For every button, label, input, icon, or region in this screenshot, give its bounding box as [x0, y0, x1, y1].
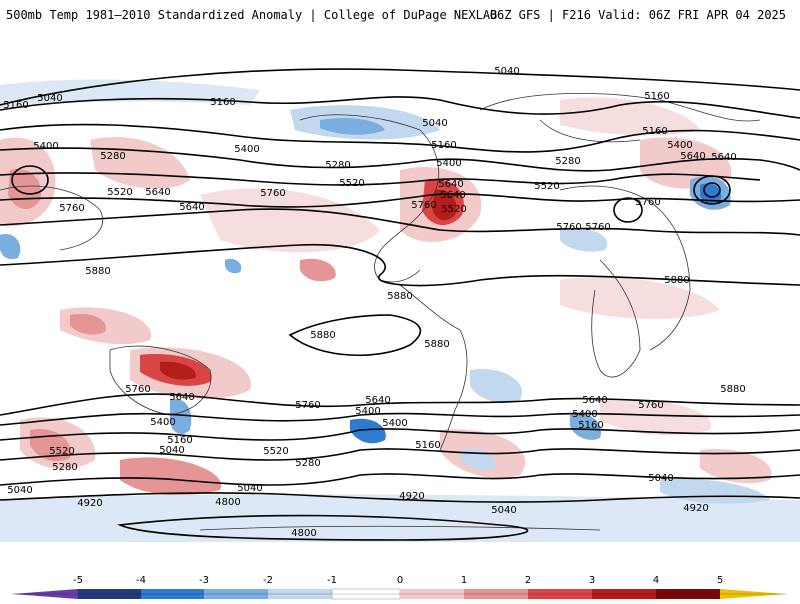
- contour-label: 4920: [683, 503, 708, 514]
- colorbar-tick: -2: [263, 575, 273, 586]
- colorbar-segment: [204, 589, 268, 599]
- contour-label: 5880: [424, 339, 449, 350]
- anomaly-colorbar: [0, 572, 800, 600]
- contour-label: 5760: [125, 384, 150, 395]
- contour-label: 5160: [644, 91, 669, 102]
- contour-label: 5160: [167, 435, 192, 446]
- contour-label: 5640: [680, 151, 705, 162]
- contour-label: 5640: [438, 179, 463, 190]
- contour-label: 5760: [585, 222, 610, 233]
- contour-label: 5160: [210, 97, 235, 108]
- contour-label: 5280: [555, 156, 580, 167]
- contour-label: 5160: [642, 126, 667, 137]
- colorbar-tick: 4: [652, 575, 660, 586]
- contour-label: 5160: [578, 420, 603, 431]
- map-canvas: 5040 5160 5040 5160 5040 5160 5160 5400 …: [0, 30, 800, 542]
- contour-label: 5400: [436, 158, 461, 169]
- contour-label: 5040: [491, 505, 516, 516]
- contour-label: 5400: [33, 141, 58, 152]
- contour-labels: 5040 5160 5040 5160 5040 5160 5160 5400 …: [3, 66, 745, 539]
- colorbar-segment: [141, 589, 204, 599]
- continent-outlines: [0, 93, 761, 531]
- contour-label: 5520: [534, 181, 559, 192]
- contour-label: 4800: [291, 528, 316, 539]
- colorbar-segment: [528, 589, 592, 599]
- contour-label: 5400: [355, 406, 380, 417]
- header: 500mb Temp 1981–2010 Standardized Anomal…: [0, 0, 800, 30]
- colorbar-segment: [464, 589, 528, 599]
- contour-label: 5040: [422, 118, 447, 129]
- contour-label: 5760: [295, 400, 320, 411]
- height-contours: [0, 68, 800, 541]
- contour-label: 5760: [260, 188, 285, 199]
- contour-label: 5520: [441, 204, 466, 215]
- contour-label: 5280: [325, 160, 350, 171]
- contour-label: 4800: [215, 497, 240, 508]
- contour-label: 4920: [77, 498, 102, 509]
- contour-label: 5040: [37, 93, 62, 104]
- colorbar-tick: 5: [716, 575, 724, 586]
- colorbar-tick: -4: [136, 575, 146, 586]
- contour-label: 5520: [107, 187, 132, 198]
- contour-label: 5040: [494, 66, 519, 77]
- contour-label: 5400: [572, 409, 597, 420]
- model-run-info: 06Z GFS | F216 Valid: 06Z FRI APR 04 202…: [489, 8, 786, 22]
- contour-label: 5760: [635, 197, 660, 208]
- contour-label: 5760: [59, 203, 84, 214]
- colorbar-tick: -3: [199, 575, 209, 586]
- contour-label: 5040: [7, 485, 32, 496]
- map-title: 500mb Temp 1981–2010 Standardized Anomal…: [6, 8, 498, 22]
- contour-label: 5520: [263, 446, 288, 457]
- colorbar-tick: 1: [460, 575, 468, 586]
- colorbar-tick: 0: [396, 575, 404, 586]
- contour-label: 5880: [310, 330, 335, 341]
- contour-label: 5400: [382, 418, 407, 429]
- weather-map: 5040 5160 5040 5160 5040 5160 5160 5400 …: [0, 30, 800, 542]
- colorbar-segment: [268, 589, 332, 599]
- contour-label: 5640: [711, 152, 736, 163]
- contour-label: 5160: [415, 440, 440, 451]
- warm-anomaly-areas: [0, 97, 772, 496]
- colorbar-segment: [720, 589, 786, 599]
- contour-label: 5880: [387, 291, 412, 302]
- contour-label: 5400: [150, 417, 175, 428]
- contour-label: 5280: [100, 151, 125, 162]
- contour-label: 5880: [720, 384, 745, 395]
- contour-label: 5520: [49, 446, 74, 457]
- contour-label: 5760: [411, 200, 436, 211]
- contour-label: 5160: [431, 140, 456, 151]
- colorbar-tick: 2: [524, 575, 532, 586]
- colorbar-segment: [400, 589, 464, 599]
- contour-label: 5040: [237, 483, 262, 494]
- colorbar-tick: -5: [73, 575, 83, 586]
- contour-label: 5640: [440, 190, 465, 201]
- contour-label: 5880: [664, 275, 689, 286]
- contour-label: 5640: [145, 187, 170, 198]
- colorbar-segment: [78, 589, 141, 599]
- contour-label: 5760: [638, 400, 663, 411]
- colorbar-tick: 3: [588, 575, 596, 586]
- contour-label: 5040: [159, 445, 184, 456]
- contour-label: 5640: [179, 202, 204, 213]
- contour-label: 5280: [52, 462, 77, 473]
- contour-label: 5520: [339, 178, 364, 189]
- contour-label: 5760: [556, 222, 581, 233]
- contour-label: 5880: [85, 266, 110, 277]
- contour-label: 5160: [3, 100, 28, 111]
- colorbar-tick: -1: [327, 575, 337, 586]
- contour-label: 5280: [295, 458, 320, 469]
- contour-label: 4920: [399, 491, 424, 502]
- contour-label: 5640: [582, 395, 607, 406]
- contour-label: 5400: [667, 140, 692, 151]
- colorbar-segment: [12, 589, 78, 599]
- contour-label: 5640: [365, 395, 390, 406]
- colorbar-segment: [656, 589, 720, 599]
- colorbar-svg: [12, 588, 786, 600]
- contour-label: 5400: [234, 144, 259, 155]
- contour-label: 5640: [169, 392, 194, 403]
- contour-label: 5040: [648, 473, 673, 484]
- colorbar-segment: [592, 589, 656, 599]
